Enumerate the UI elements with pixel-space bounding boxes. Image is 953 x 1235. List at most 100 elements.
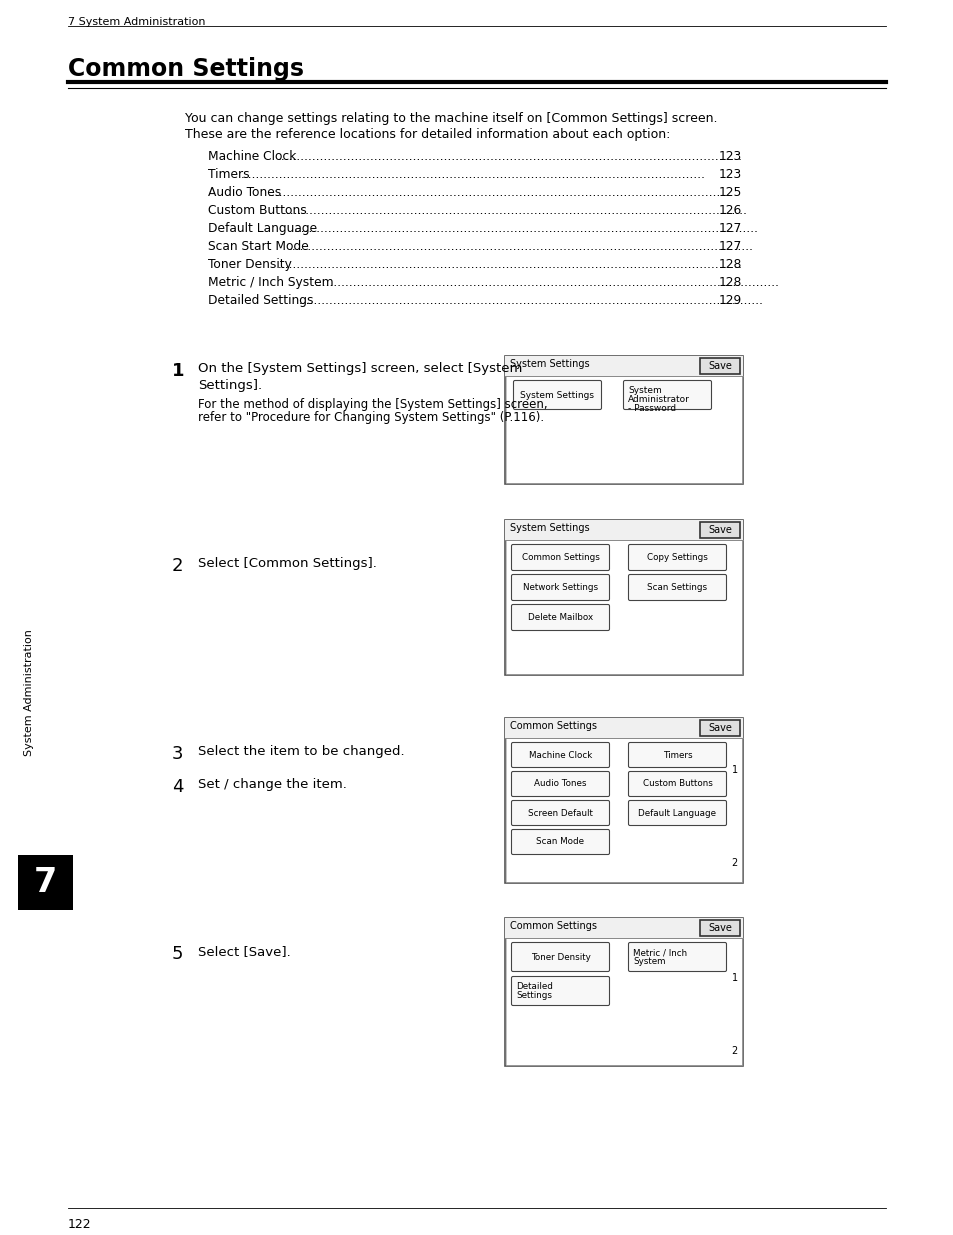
Text: ................................................................................: ........................................…: [277, 258, 742, 270]
Text: Timers: Timers: [662, 751, 692, 760]
Text: Common Settings: Common Settings: [510, 921, 597, 931]
FancyBboxPatch shape: [700, 522, 740, 538]
Text: 128: 128: [718, 258, 741, 270]
Bar: [504, 718, 742, 739]
Text: System: System: [627, 387, 661, 395]
Text: ................................................................................: ........................................…: [288, 240, 753, 253]
Text: 1: 1: [172, 362, 184, 380]
Text: 122: 122: [68, 1218, 91, 1231]
Text: Common Settings: Common Settings: [510, 721, 597, 731]
Text: Common Settings: Common Settings: [68, 57, 304, 82]
Text: Default Language: Default Language: [638, 809, 716, 818]
Text: Save: Save: [707, 361, 731, 370]
Text: Save: Save: [707, 923, 731, 932]
Text: Select [Common Settings].: Select [Common Settings].: [198, 557, 376, 571]
Text: Settings: Settings: [516, 990, 552, 1000]
Text: Network Settings: Network Settings: [522, 583, 598, 592]
Text: ................................................................................: ........................................…: [299, 294, 763, 308]
Text: 127: 127: [718, 240, 741, 253]
Text: For the method of displaying the [System Settings] screen,: For the method of displaying the [System…: [198, 398, 547, 411]
Bar: [504, 718, 742, 883]
Bar: [504, 356, 742, 484]
Text: Screen Default: Screen Default: [528, 809, 593, 818]
FancyBboxPatch shape: [628, 942, 726, 972]
Text: Save: Save: [707, 525, 731, 535]
FancyBboxPatch shape: [700, 720, 740, 736]
Text: 123: 123: [718, 168, 741, 182]
Bar: [504, 520, 742, 676]
Text: Toner Density: Toner Density: [530, 952, 590, 962]
Text: Metric / Inch System: Metric / Inch System: [208, 275, 334, 289]
Bar: [18, 530, 40, 855]
FancyBboxPatch shape: [511, 545, 609, 571]
Text: Detailed Settings: Detailed Settings: [208, 294, 314, 308]
Bar: [504, 356, 742, 375]
Text: Select the item to be changed.: Select the item to be changed.: [198, 745, 404, 758]
Text: System Administration: System Administration: [24, 629, 34, 756]
Text: 125: 125: [718, 186, 741, 199]
FancyBboxPatch shape: [628, 742, 726, 767]
Text: Audio Tones: Audio Tones: [534, 779, 586, 788]
Text: 2: 2: [731, 858, 738, 868]
FancyBboxPatch shape: [628, 545, 726, 571]
Text: ................................................................................: ........................................…: [314, 275, 780, 289]
FancyBboxPatch shape: [628, 772, 726, 797]
Bar: [18, 855, 73, 910]
Text: 2: 2: [731, 1046, 738, 1056]
Text: 7: 7: [34, 866, 57, 899]
Bar: [504, 918, 742, 1066]
Text: refer to "Procedure for Changing System Settings" (P.116).: refer to "Procedure for Changing System …: [198, 411, 543, 424]
Bar: [505, 919, 741, 1065]
Text: 1: 1: [731, 764, 738, 776]
Text: - Password: - Password: [627, 404, 676, 412]
Text: Timers: Timers: [208, 168, 250, 182]
Text: 2: 2: [172, 557, 183, 576]
Text: 5: 5: [172, 945, 183, 963]
FancyBboxPatch shape: [628, 574, 726, 600]
Text: You can change settings relating to the machine itself on [Common Settings] scre: You can change settings relating to the …: [185, 112, 717, 125]
Bar: [505, 521, 741, 674]
FancyBboxPatch shape: [513, 380, 601, 410]
Text: Settings].: Settings].: [198, 379, 262, 391]
FancyBboxPatch shape: [511, 800, 609, 825]
Text: 4: 4: [172, 778, 183, 797]
Text: Administrator: Administrator: [627, 395, 689, 404]
Bar: [505, 357, 741, 483]
Text: Common Settings: Common Settings: [521, 553, 598, 562]
Text: System Settings: System Settings: [520, 390, 594, 399]
Text: Set / change the item.: Set / change the item.: [198, 778, 347, 790]
Text: System Settings: System Settings: [510, 522, 589, 534]
Text: 1: 1: [731, 973, 738, 983]
FancyBboxPatch shape: [511, 574, 609, 600]
FancyBboxPatch shape: [511, 772, 609, 797]
FancyBboxPatch shape: [628, 800, 726, 825]
Text: ................................................................................: ........................................…: [240, 168, 705, 182]
Text: Default Language: Default Language: [208, 222, 316, 235]
Text: 129: 129: [718, 294, 741, 308]
Text: Metric / Inch: Metric / Inch: [633, 948, 686, 957]
Text: 126: 126: [718, 204, 741, 217]
Text: ................................................................................: ........................................…: [277, 149, 742, 163]
Text: These are the reference locations for detailed information about each option:: These are the reference locations for de…: [185, 128, 670, 141]
Text: Machine Clock: Machine Clock: [528, 751, 592, 760]
Text: System: System: [633, 957, 665, 966]
Text: On the [System Settings] screen, select [System: On the [System Settings] screen, select …: [198, 362, 522, 375]
Text: 127: 127: [718, 222, 741, 235]
Text: ................................................................................: ........................................…: [294, 222, 758, 235]
Text: Save: Save: [707, 722, 731, 734]
Text: ................................................................................: ........................................…: [283, 204, 747, 217]
Text: Detailed: Detailed: [516, 982, 553, 990]
Text: Scan Settings: Scan Settings: [647, 583, 707, 592]
Bar: [504, 520, 742, 540]
Text: 7 System Administration: 7 System Administration: [68, 17, 205, 27]
Text: Machine Clock: Machine Clock: [208, 149, 296, 163]
FancyBboxPatch shape: [511, 942, 609, 972]
FancyBboxPatch shape: [511, 604, 609, 631]
Text: 128: 128: [718, 275, 741, 289]
Text: 123: 123: [718, 149, 741, 163]
Text: System Settings: System Settings: [510, 359, 589, 369]
Text: Audio Tones: Audio Tones: [208, 186, 281, 199]
Text: Custom Buttons: Custom Buttons: [642, 779, 712, 788]
Text: Toner Density: Toner Density: [208, 258, 292, 270]
FancyBboxPatch shape: [700, 920, 740, 936]
